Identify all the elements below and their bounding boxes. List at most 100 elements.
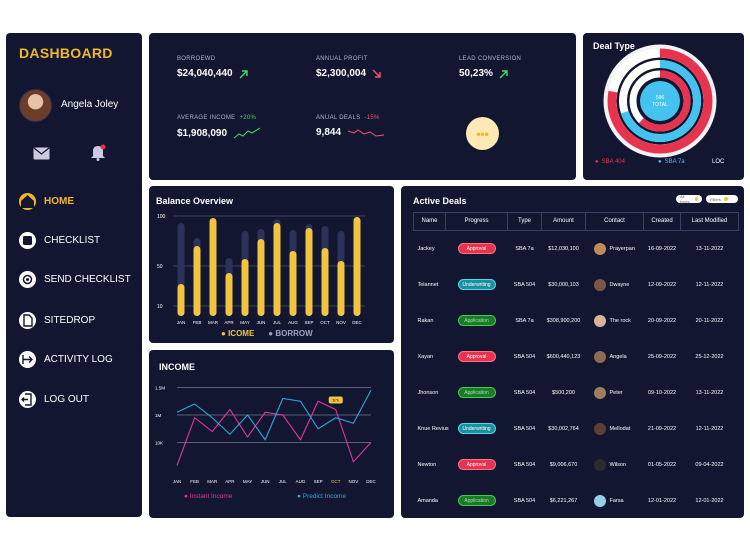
table-row[interactable]: Rakan Application SBA 7a $308,900,200 The ro… (414, 303, 739, 339)
table-row[interactable]: Jackey Approval SBA 7a $12,030,100 Prayerpan… (414, 231, 739, 267)
sidebar: DASHBOARD Angela Joley HOME CHECKLIST SEND… (6, 33, 142, 517)
legend-sba7a: ● SBA 7a (658, 159, 685, 165)
x-tick-label: OCT (320, 320, 330, 325)
cell-name: Amanda (417, 497, 439, 504)
cell-amount: $12,030,100 (548, 245, 579, 252)
filters-dropdown[interactable]: Filters (706, 195, 738, 203)
x-tick-label: JUN (257, 320, 266, 325)
column-header[interactable]: Last Modified (680, 212, 739, 231)
ring-sba7a (619, 60, 701, 142)
contact-name: The rock (609, 317, 631, 324)
progress-badge: Application (457, 495, 496, 506)
cell-name: Telannet (417, 281, 439, 288)
stat-value: 9,844 (316, 127, 342, 138)
cell-contact: Dwayne (586, 267, 644, 303)
cell-type: SBA 504 (513, 281, 536, 288)
bar-income (209, 218, 217, 316)
column-header[interactable]: Created (643, 212, 681, 231)
x-tick-label: MAY (240, 320, 249, 325)
chevron-down-icon (694, 197, 698, 201)
nav-label: HOME (44, 196, 74, 207)
balance-title: Balance Overview (156, 196, 234, 206)
cell-progress: Underwriting (446, 267, 508, 303)
bar-income (177, 284, 185, 316)
table-row[interactable]: Jhonson Application SBA 504 $500,200 Peter 09… (414, 375, 739, 411)
table-row[interactable]: Xayan Approval SBA 504 $600,440,123 Angela 25… (414, 339, 739, 375)
x-tick-label: MAY (243, 479, 252, 484)
stat-value: $1,908,090 (177, 127, 228, 139)
stat-delta: -15% (364, 115, 380, 121)
bar-income (273, 223, 281, 316)
table-row[interactable]: Knue Revius Underwriting SBA 504 $30,002,76… (414, 411, 739, 447)
table-row[interactable]: Telannet Underwriting SBA 504 $30,000,103 Dw… (414, 267, 739, 303)
nav-label: LOG OUT (44, 394, 90, 405)
cell-progress: Approval (446, 339, 508, 375)
cell-contact: Wilson (586, 447, 644, 483)
bar-income (289, 251, 297, 316)
cell-name: Rakan (417, 317, 434, 324)
cell-created: 12-09-2022 (647, 281, 677, 288)
column-header[interactable]: Progress (445, 212, 508, 231)
type-filter-label: All types (680, 194, 690, 204)
stat-average-income: AVERAGE INCOME +20% $1,908,090 (177, 115, 261, 139)
x-tick-label: DEC (352, 320, 362, 325)
nav-item-home[interactable]: HOME (19, 193, 74, 210)
contact-avatar (593, 494, 606, 507)
deals-table: Name Progress Type Amount Contact Created Last… (413, 212, 739, 519)
active-deals-title: Active Deals (413, 196, 467, 206)
nav-item-checklist[interactable]: CHECKLIST (19, 232, 100, 249)
cell-modified: 12-11-2022 (695, 281, 724, 288)
table-row[interactable]: Newton Approval SBA 504 $9,006,670 Wilson 01-… (414, 447, 739, 483)
stat-borrowed: BORROEWD $24,040,440 (177, 56, 249, 79)
nav-item-activity-log[interactable]: ACTIVITY LOG (19, 351, 113, 368)
cell-created: 25-09-2022 (647, 353, 677, 360)
contact-name: Peter (609, 389, 623, 396)
cell-contact: Prayerpan (586, 231, 644, 267)
table-body: Jackey Approval SBA 7a $12,030,100 Prayerpan… (414, 231, 739, 519)
cell-modified: 12-01-2022 (695, 497, 724, 504)
nav-item-sitedrop[interactable]: SITEDROP (19, 312, 95, 329)
avatar[interactable] (19, 89, 52, 122)
x-tick-label: AUG (288, 320, 298, 325)
column-header[interactable]: Contact (585, 212, 644, 231)
cell-amount: $30,002,764 (548, 425, 579, 432)
trend-down-icon (372, 69, 381, 78)
table-row[interactable]: Amanda Application SBA 504 $6,221,267 Farsa 1… (414, 483, 739, 519)
column-header[interactable]: Type (507, 212, 542, 231)
cell-contact: The rock (586, 303, 644, 339)
x-tick-label: JAN (177, 320, 186, 325)
income-title: INCOME (159, 362, 195, 372)
legend-borrow-label: BORROW (275, 329, 313, 338)
cell-type: SBA 504 (513, 389, 536, 396)
cell-created: 21-09-2022 (647, 425, 677, 432)
more-button[interactable]: ••• (466, 117, 499, 150)
donut-center-label: TOTAL (652, 102, 668, 108)
column-header[interactable]: Name (413, 212, 446, 231)
user-name: Angela Joley (61, 99, 119, 110)
cell-type: SBA 7a (515, 317, 534, 324)
x-tick-label: JUN (261, 479, 270, 484)
cell-amount: $30,000,103 (548, 281, 579, 288)
bell-icon[interactable] (90, 144, 106, 161)
balance-legend: ● ICOME ● BORROW (221, 329, 313, 338)
trend-up-icon (499, 69, 508, 78)
legend-label: SBA 404 (601, 159, 625, 165)
nav-item-log-out[interactable]: LOG OUT (19, 391, 89, 408)
cell-modified: 13-11-2022 (695, 389, 724, 396)
column-header[interactable]: Amount (541, 212, 586, 231)
legend-predict: ● Predict Income (297, 493, 347, 500)
cell-type: SBA 7a (515, 245, 534, 252)
cell-contact: Angela (586, 339, 644, 375)
logout-icon (19, 391, 36, 408)
mail-icon[interactable] (33, 147, 50, 160)
cell-amount: $6,221,267 (549, 497, 578, 504)
stat-label: ANNUAL PROFIT (316, 56, 368, 62)
stat-value: $24,040,440 (177, 68, 233, 79)
x-tick-label: FEB (190, 479, 199, 484)
nav-item-send-checklist[interactable]: SEND CHECKLIST (19, 271, 131, 288)
legend-loc: LOC (712, 159, 724, 165)
type-filter-dropdown[interactable]: All types (676, 194, 702, 204)
cell-type: SBA 504 (513, 353, 536, 360)
income-chart: 1.5M 1M 10K JAN FEB MAR APR MAY JUN JUL AUG SEP OCT N… (155, 386, 376, 485)
x-tick-label: OCT (331, 479, 341, 484)
